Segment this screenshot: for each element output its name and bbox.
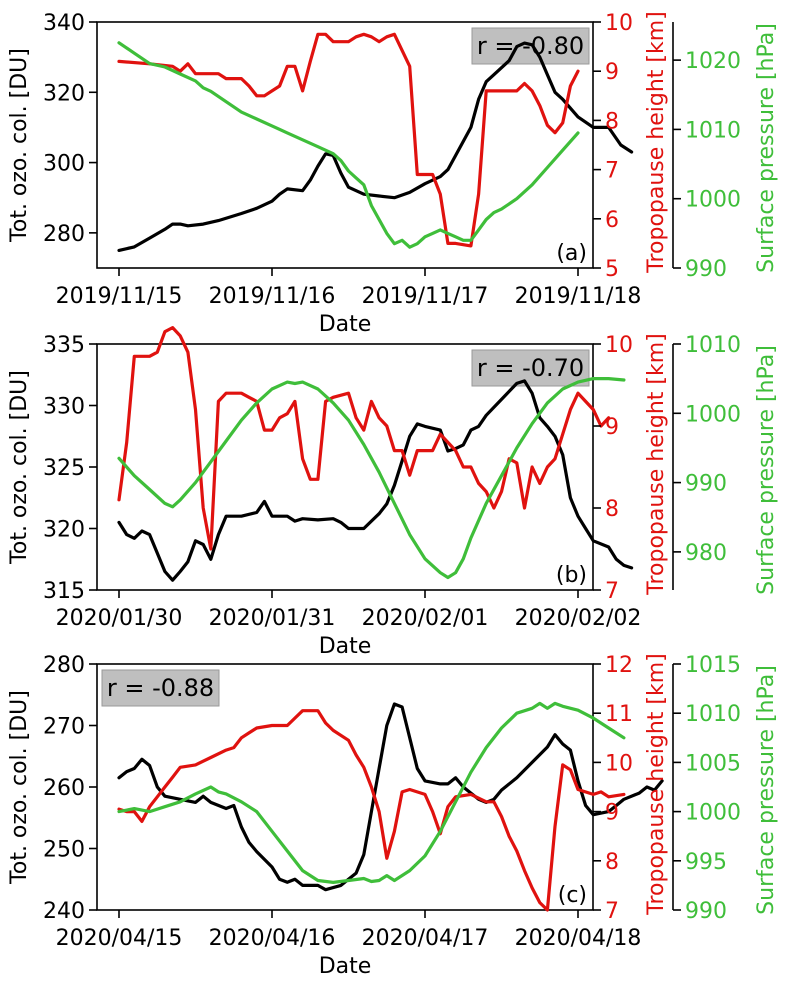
y-right2-tick-label: 990 xyxy=(685,899,727,924)
y-right1-tick-label: 9 xyxy=(605,801,619,826)
ozone-line xyxy=(117,379,634,582)
y-right1-axis-label: Tropopause height [km] xyxy=(644,653,669,916)
y-right2-tick-label: 990 xyxy=(685,257,727,282)
ozone-line xyxy=(117,41,634,252)
x-tick-label: 2020/01/31 xyxy=(209,606,336,631)
y-right1-tick-label: 5 xyxy=(605,257,619,282)
x-tick-label: 2019/11/17 xyxy=(362,284,489,309)
panel-label: (b) xyxy=(556,563,587,588)
y-right1-tick-label: 9 xyxy=(605,60,619,85)
panel-2: r = -0.70 (b) 315 320 325 330 335 7 8 9 10 980 990 10… xyxy=(7,326,779,659)
tropopause-line xyxy=(117,32,580,248)
y-left-tick-label: 315 xyxy=(43,579,85,604)
y-right1-axis-label: Tropopause height [km] xyxy=(644,333,669,596)
y-right2-tick-label: 990 xyxy=(685,472,727,497)
y-right1-axis-label: Tropopause height [km] xyxy=(644,11,669,274)
correlation-label: r = -0.70 xyxy=(477,354,584,382)
x-tick-label: 2019/11/16 xyxy=(209,284,336,309)
x-tick-label: 2020/02/01 xyxy=(362,606,489,631)
correlation-box-bg xyxy=(471,27,590,65)
y-right1-tick-label: 9 xyxy=(605,415,619,440)
y-right2-tick-label: 1010 xyxy=(685,333,741,358)
correlation-label: r = -0.88 xyxy=(107,674,214,702)
y-left-tick-label: 270 xyxy=(43,715,85,740)
x-tick-label: 2019/11/15 xyxy=(56,284,183,309)
y-right2-axis-label: Surface pressure [hPa] xyxy=(754,665,779,915)
y-right1-tick-label: 7 xyxy=(605,899,619,924)
y-left-tick-label: 280 xyxy=(43,222,85,247)
y-left-tick-label: 320 xyxy=(43,518,85,543)
y-right2-tick-label: 1015 xyxy=(685,653,741,678)
y-right1-tick-label: 10 xyxy=(605,751,633,776)
y-right2-tick-label: 995 xyxy=(685,850,727,875)
correlation-box: r = -0.88 xyxy=(101,669,220,707)
x-axis-label: Date xyxy=(319,312,372,337)
y-right2-tick-label: 980 xyxy=(685,541,727,566)
pressure-line xyxy=(117,41,580,249)
x-tick-label: 2020/01/30 xyxy=(56,606,183,631)
y-left-tick-label: 280 xyxy=(43,653,85,678)
y-left-tick-label: 300 xyxy=(43,152,85,177)
y-right1-tick-label: 10 xyxy=(605,11,633,36)
y-right1-tick-label: 8 xyxy=(605,497,619,522)
correlation-box-bg xyxy=(101,669,220,707)
panel-3: r = -0.88 (c) 240 250 260 270 280 7 8 9 10 11 12 990 9… xyxy=(7,653,779,979)
tropopause-line xyxy=(117,326,611,551)
y-left-tick-label: 320 xyxy=(43,81,85,106)
y-right1-tick-label: 8 xyxy=(605,109,619,134)
y-right1-tick-label: 8 xyxy=(605,850,619,875)
y-right1-tick-label: 12 xyxy=(605,653,633,678)
y-right2-tick-label: 1000 xyxy=(685,801,741,826)
y-left-tick-label: 335 xyxy=(43,333,85,358)
y-right2-axis-label: Surface pressure [hPa] xyxy=(754,23,779,273)
x-tick-label: 2019/11/18 xyxy=(515,284,642,309)
x-tick-label: 2020/04/17 xyxy=(362,926,489,951)
panel-label: (c) xyxy=(558,883,587,908)
y-left-axis-label: Tot. ozo. col. [DU] xyxy=(7,690,32,885)
y-left-tick-label: 340 xyxy=(43,11,85,36)
y-left-tick-label: 325 xyxy=(43,456,85,481)
y-right1-tick-label: 11 xyxy=(605,702,633,727)
y-right1-tick-label: 10 xyxy=(605,333,633,358)
y-left-tick-label: 240 xyxy=(43,899,85,924)
ozone-line xyxy=(117,702,664,892)
y-right1-tick-label: 7 xyxy=(605,159,619,184)
pressure-line xyxy=(117,701,626,885)
y-left-tick-label: 250 xyxy=(43,838,85,863)
x-tick-label: 2020/04/18 xyxy=(515,926,642,951)
x-axis-label: Date xyxy=(319,954,372,979)
y-left-axis-label: Tot. ozo. col. [DU] xyxy=(7,48,32,243)
y-right2-tick-label: 1000 xyxy=(685,188,741,213)
y-left-axis-label: Tot. ozo. col. [DU] xyxy=(7,370,32,565)
x-axis-label: Date xyxy=(319,634,372,659)
panel-label: (a) xyxy=(556,241,587,266)
tropopause-line xyxy=(117,709,626,912)
y-right2-tick-label: 1020 xyxy=(685,49,741,74)
x-tick-label: 2020/04/15 xyxy=(56,926,183,951)
y-right2-tick-label: 1010 xyxy=(685,702,741,727)
panel-1: r = -0.80 (a) 280 300 320 340 5 6 7 8 9 10 990 1000 10… xyxy=(7,11,779,337)
correlation-box: r = -0.80 xyxy=(471,27,590,65)
y-left-tick-label: 330 xyxy=(43,395,85,420)
x-tick-label: 2020/04/16 xyxy=(209,926,336,951)
y-right1-tick-label: 6 xyxy=(605,208,619,233)
y-right2-tick-label: 1005 xyxy=(685,751,741,776)
correlation-box-bg xyxy=(471,349,590,387)
y-right1-tick-label: 7 xyxy=(605,579,619,604)
plot-frame xyxy=(96,21,594,269)
y-right2-tick-label: 1010 xyxy=(685,118,741,143)
y-left-tick-label: 260 xyxy=(43,776,85,801)
pressure-line xyxy=(117,377,626,580)
correlation-box: r = -0.70 xyxy=(471,349,590,387)
y-right2-axis-label: Surface pressure [hPa] xyxy=(754,345,779,595)
x-tick-label: 2020/02/02 xyxy=(515,606,642,631)
y-right2-tick-label: 1000 xyxy=(685,402,741,427)
